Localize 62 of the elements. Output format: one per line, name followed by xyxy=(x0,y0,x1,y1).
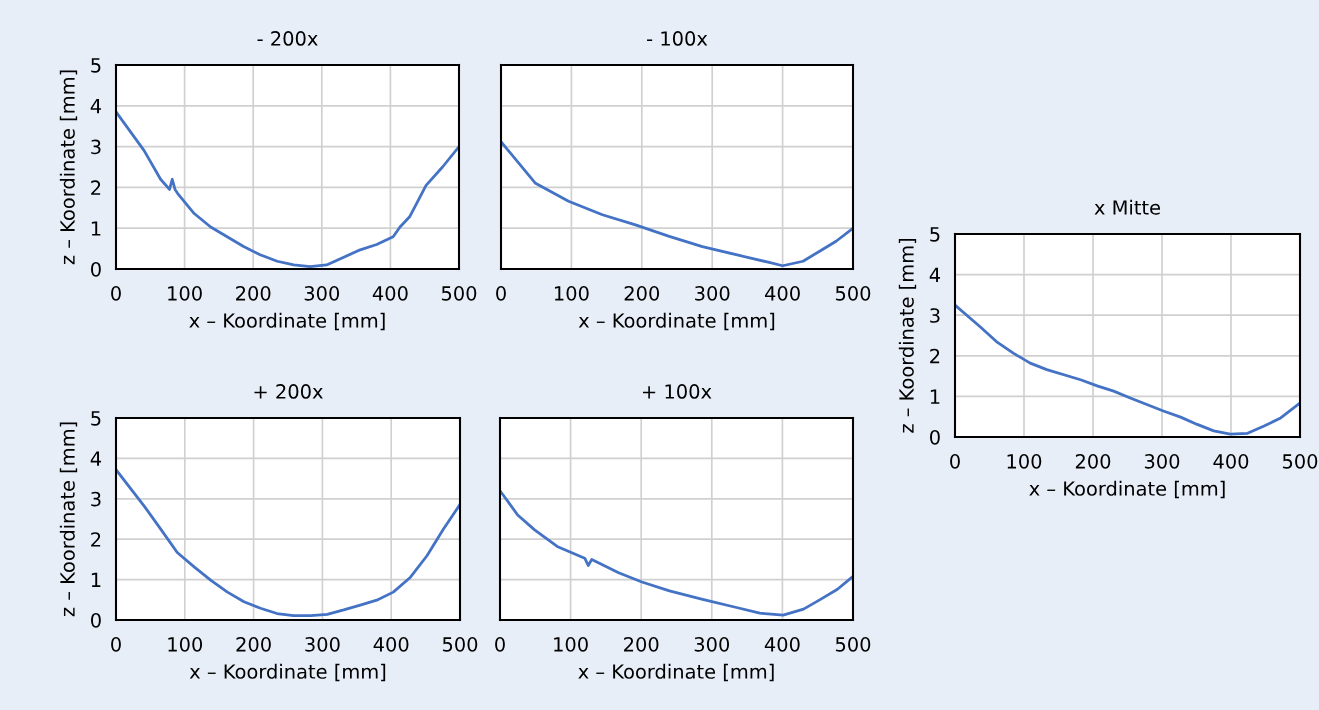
y-tick-label: 2 xyxy=(91,180,101,195)
y-tick-label: 4 xyxy=(90,99,102,114)
x-tick-label: 300 xyxy=(695,286,730,301)
x-axis-title: x – Koordinate [mm] xyxy=(189,312,385,331)
x-tick-label: 0 xyxy=(111,286,121,301)
y-tick-label: 0 xyxy=(91,612,101,628)
x-tick-label: 200 xyxy=(624,637,659,652)
x-tick-label: 500 xyxy=(1282,454,1318,469)
x-tick-label: 0 xyxy=(111,637,121,652)
y-tick-label: 5 xyxy=(91,58,101,73)
line-series xyxy=(116,468,460,617)
y-tick-label: 1 xyxy=(91,221,101,236)
x-axis-title: x – Koordinate [mm] xyxy=(578,312,775,331)
y-tick-label: 5 xyxy=(91,411,101,426)
x-axis-title: x – Koordinate [mm] xyxy=(1029,480,1225,499)
x-tick-label: 0 xyxy=(495,637,505,652)
x-tick-label: 400 xyxy=(373,637,409,652)
x-tick-label: 100 xyxy=(168,286,202,301)
y-tick-label: 2 xyxy=(91,532,101,547)
chart-title: - 200x xyxy=(257,31,318,46)
y-tick-label: 1 xyxy=(930,389,940,404)
x-tick-label: 0 xyxy=(950,454,960,469)
chart-title: - 100x xyxy=(647,31,708,46)
x-tick-label: 500 xyxy=(442,637,478,652)
y-axis-title: z – Koordinate [mm] xyxy=(59,422,78,617)
x-tick-label: 200 xyxy=(236,286,271,301)
x-tick-label: 400 xyxy=(372,286,408,301)
y-axis-title: z – Koordinate [mm] xyxy=(59,70,78,265)
y-tick-label: 5 xyxy=(930,227,940,242)
y-axis-title: z – Koordinate [mm] xyxy=(898,239,917,433)
y-tick-label: 0 xyxy=(91,261,101,277)
chart-title: + 200x xyxy=(254,384,323,399)
y-tick-label: 2 xyxy=(930,348,940,364)
x-axis-title: x – Koordinate [mm] xyxy=(189,663,386,682)
x-tick-label: 200 xyxy=(1075,454,1111,469)
x-tick-label: 300 xyxy=(304,286,340,301)
y-tick-label: 1 xyxy=(91,572,101,587)
x-tick-label: 100 xyxy=(168,637,203,652)
x-tick-label: 400 xyxy=(764,637,800,652)
y-tick-label: 3 xyxy=(91,139,101,155)
y-tick-label: 3 xyxy=(91,491,101,507)
chart-title: x Mitte xyxy=(1094,199,1160,215)
x-tick-label: 200 xyxy=(236,637,271,652)
x-tick-label: 500 xyxy=(835,637,871,652)
x-tick-label: 200 xyxy=(624,286,660,301)
y-tick-label: 4 xyxy=(929,267,941,282)
x-tick-label: 400 xyxy=(1213,454,1249,469)
x-tick-label: 300 xyxy=(1144,454,1180,469)
y-tick-label: 4 xyxy=(90,451,102,466)
x-tick-label: 400 xyxy=(764,286,800,301)
y-tick-label: 0 xyxy=(930,429,940,445)
y-tick-label: 3 xyxy=(930,308,940,323)
x-tick-label: 100 xyxy=(554,637,588,652)
x-tick-label: 300 xyxy=(694,637,730,652)
x-tick-label: 300 xyxy=(305,637,340,652)
x-tick-label: 500 xyxy=(441,286,477,301)
x-tick-label: 100 xyxy=(554,286,589,301)
x-tick-label: 500 xyxy=(835,286,871,301)
x-axis-title: x – Koordinate [mm] xyxy=(578,663,774,682)
x-tick-label: 0 xyxy=(496,286,506,301)
x-tick-label: 100 xyxy=(1007,454,1042,469)
chart-title: + 100x xyxy=(643,384,712,399)
